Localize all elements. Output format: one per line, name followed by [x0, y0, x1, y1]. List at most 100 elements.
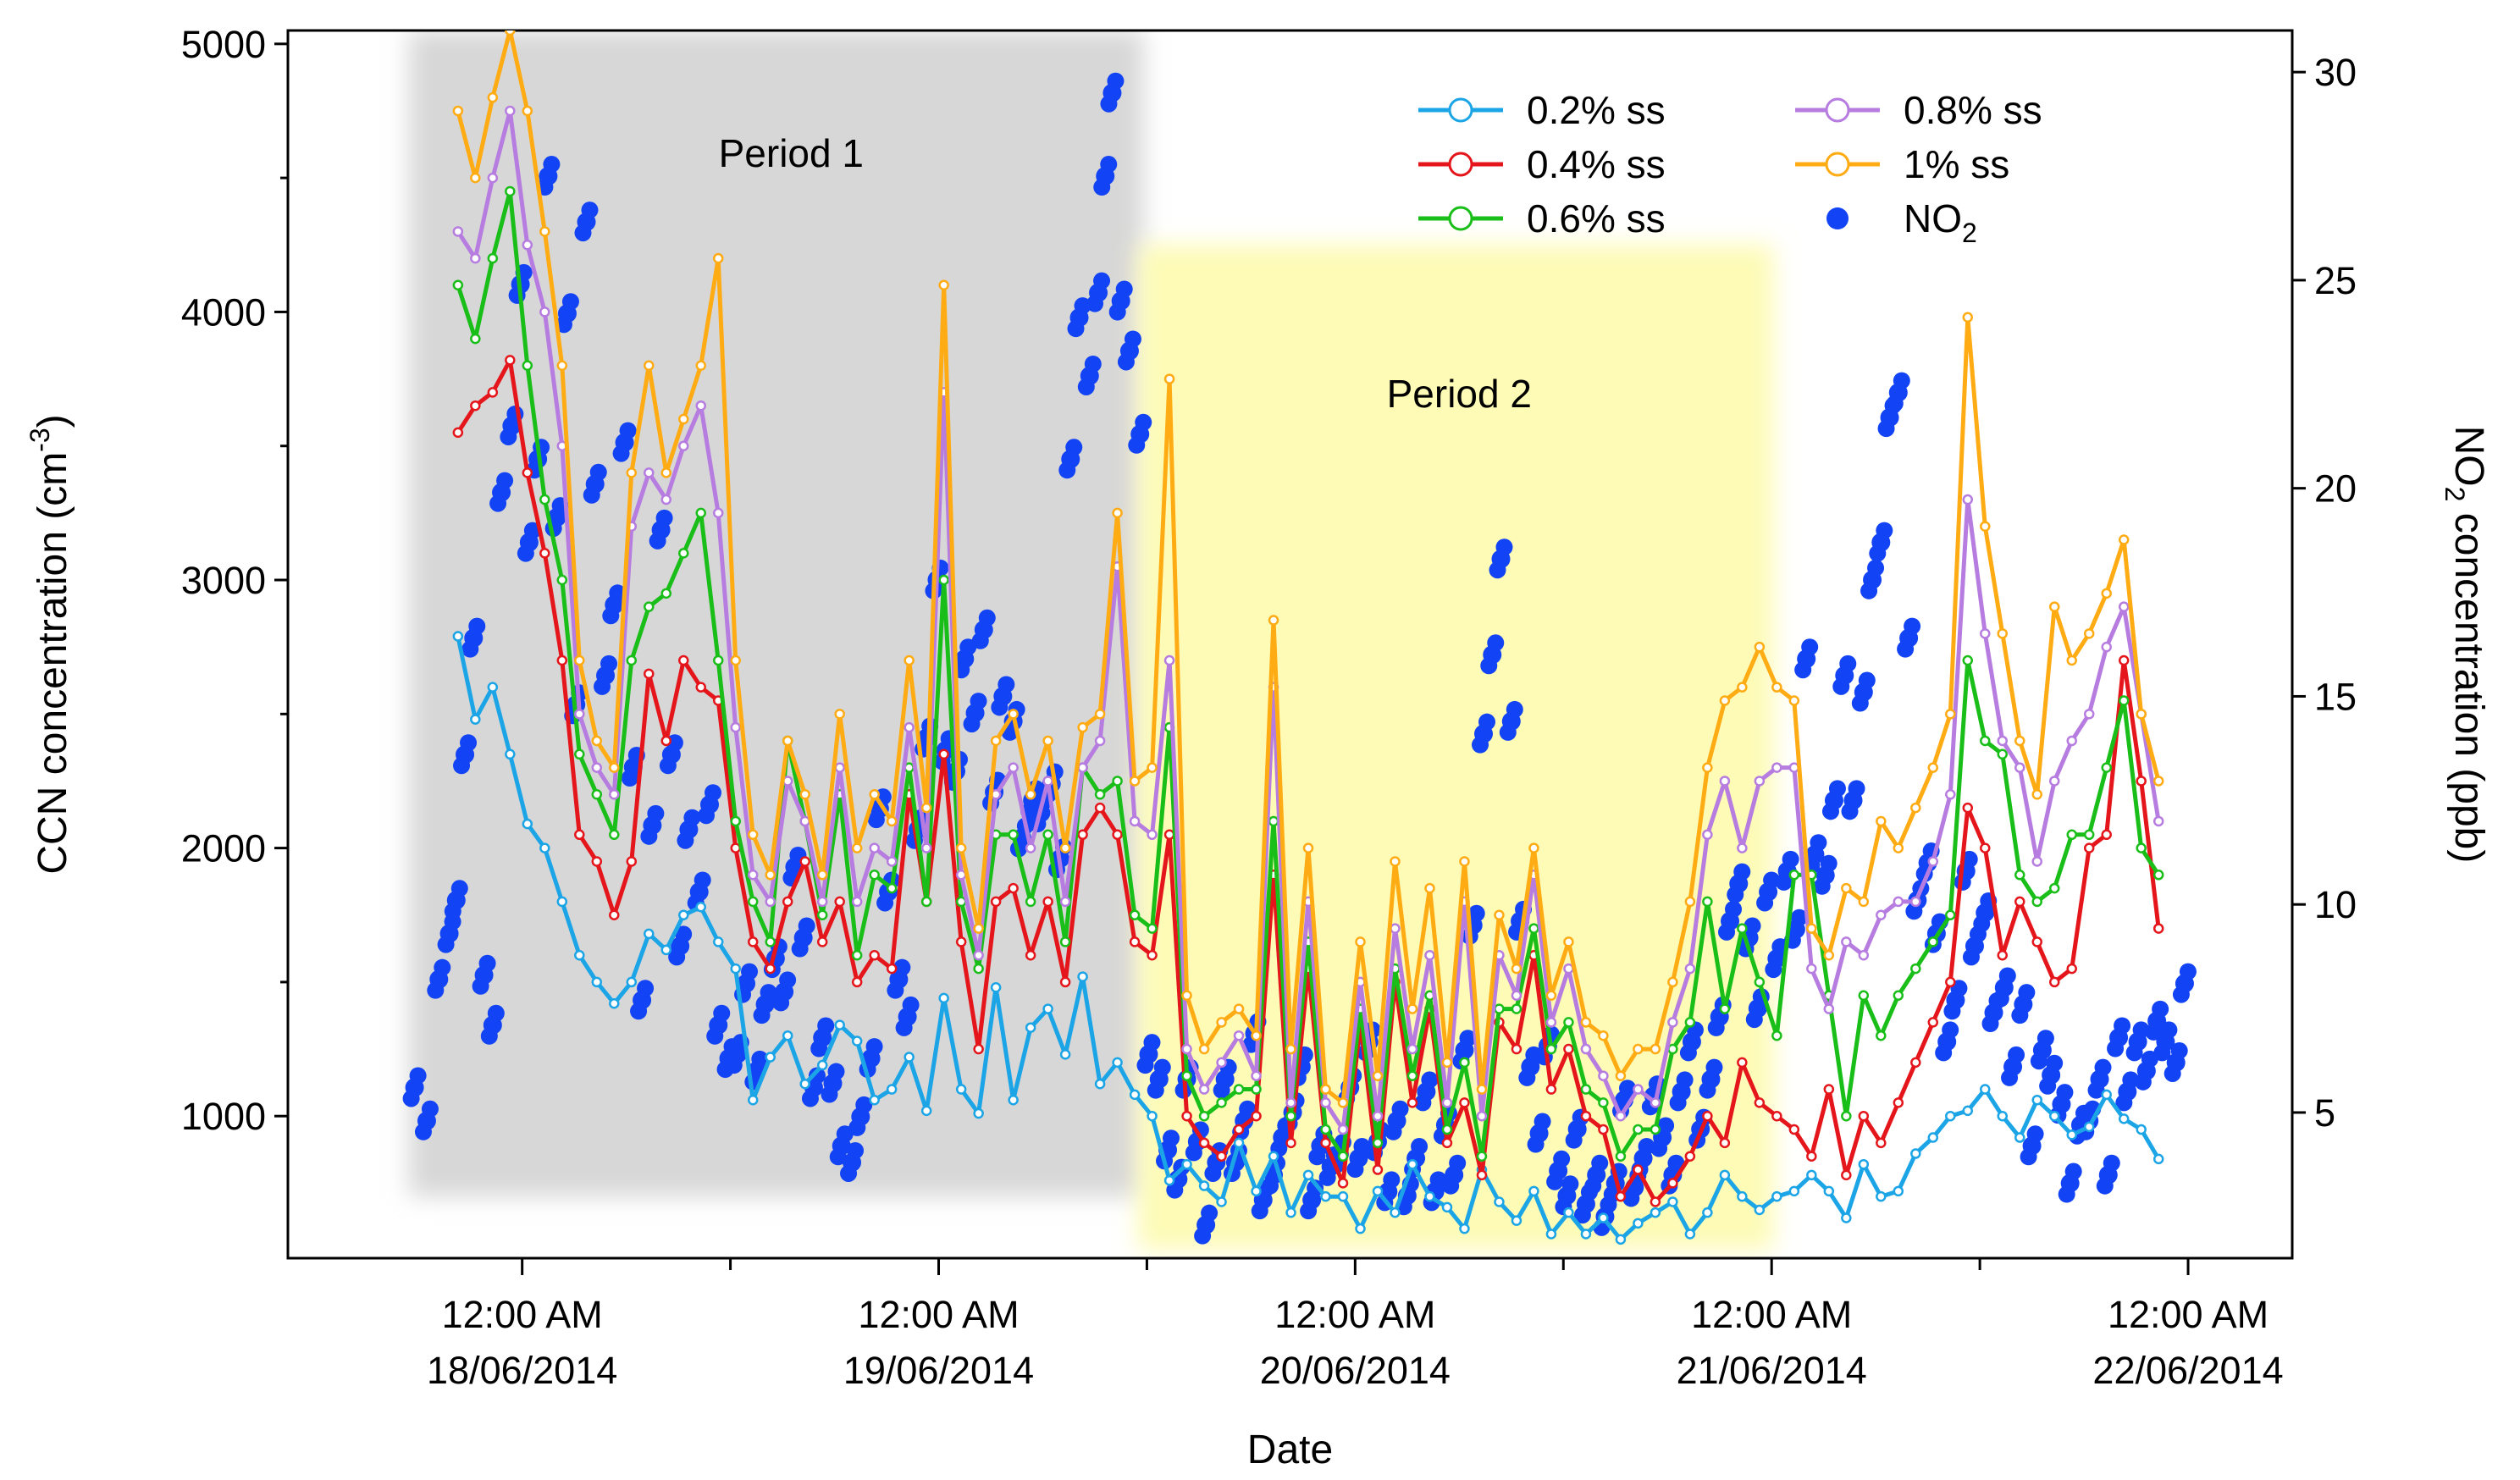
- no2-point: [1877, 420, 1895, 438]
- no2-point: [855, 1096, 873, 1113]
- series-point: [1858, 1110, 1870, 1122]
- no2-point: [991, 699, 1009, 716]
- no2-point: [1650, 1140, 1668, 1157]
- no2-point: [791, 940, 809, 958]
- no2-point: [1459, 1030, 1477, 1047]
- series-point: [1771, 1110, 1782, 1122]
- no2-point: [2001, 1069, 2019, 1086]
- series-point: [2014, 762, 2025, 773]
- series-point: [1459, 1057, 1470, 1069]
- no2-point: [1201, 1204, 1219, 1222]
- series-point: [1545, 1084, 1557, 1095]
- legend: 0.2% ss 0.4% ss 0.6% ss 0.8% ss 1% ss NO2: [1418, 88, 2042, 248]
- series-point: [1372, 1110, 1384, 1122]
- series-point: [1997, 1110, 2009, 1122]
- no2-point: [1981, 1015, 1999, 1032]
- no2-point: [677, 831, 694, 849]
- series-point: [2048, 1110, 2060, 1122]
- series-point: [886, 963, 898, 975]
- series-point: [1945, 976, 1956, 988]
- series-point: [851, 896, 863, 908]
- series-point: [799, 815, 810, 827]
- series-point: [1858, 990, 1870, 1001]
- series-point: [2014, 870, 2025, 881]
- no2-point: [1262, 1177, 1279, 1195]
- series-point: [1997, 748, 2009, 760]
- series-point: [1633, 1218, 1644, 1229]
- series-point: [1059, 976, 1071, 988]
- no2-point: [713, 1004, 731, 1022]
- series-point: [747, 896, 759, 908]
- series-point: [1059, 842, 1071, 853]
- series-point: [869, 789, 880, 800]
- series-point: [1251, 1030, 1262, 1041]
- no2-point: [619, 422, 637, 439]
- no2-point: [1421, 1071, 1439, 1089]
- no2-point: [1251, 1202, 1268, 1220]
- series-point: [556, 654, 568, 666]
- series-point: [1788, 870, 1800, 881]
- y-right-label-text: NO: [2446, 426, 2491, 487]
- series-point: [765, 936, 776, 947]
- series-point: [2118, 654, 2130, 666]
- series-point: [730, 721, 741, 733]
- series-point: [1876, 1190, 1887, 1202]
- series-point: [1094, 735, 1106, 747]
- series-point: [695, 360, 706, 371]
- no2-point: [760, 984, 777, 1002]
- no2-point: [675, 925, 693, 943]
- no2-point: [489, 494, 507, 512]
- series-point: [886, 815, 898, 827]
- no2-point: [694, 871, 711, 889]
- no2-point: [706, 1027, 724, 1045]
- legend-swatch-marker: [1825, 152, 1850, 177]
- no2-point: [1876, 522, 1893, 539]
- no2-point: [437, 936, 455, 953]
- series-point: [574, 748, 585, 760]
- legend-swatch-marker: [1448, 97, 1473, 123]
- series-point: [1008, 709, 1019, 720]
- series-point: [1216, 1097, 1227, 1108]
- series-point: [1025, 949, 1036, 961]
- series-point: [851, 976, 863, 988]
- series-point: [609, 789, 620, 800]
- series-point: [1580, 1110, 1592, 1122]
- no2-point: [1546, 1173, 1564, 1190]
- series-point: [1077, 721, 1088, 733]
- series-point: [1476, 1151, 1488, 1162]
- series-point: [1702, 896, 1713, 908]
- series-point: [2083, 829, 2095, 841]
- series-point: [452, 279, 464, 291]
- series-point: [1251, 1084, 1262, 1095]
- series-point: [1927, 762, 1939, 773]
- no2-point: [827, 1063, 845, 1080]
- series-point: [470, 252, 481, 264]
- no2-point: [1782, 850, 1799, 868]
- series-point: [1719, 695, 1731, 706]
- x-tick-label-date: 18/06/2014: [427, 1349, 617, 1392]
- no2-point: [1810, 834, 1827, 852]
- series-point: [556, 360, 568, 371]
- no2-point: [1084, 355, 1102, 373]
- no2-point: [2115, 1094, 2133, 1112]
- series-point: [591, 856, 603, 867]
- no2-point: [1308, 1148, 1326, 1166]
- no2-point: [1679, 1044, 1697, 1062]
- no2-point: [978, 609, 996, 627]
- no2-point: [2011, 1007, 2029, 1024]
- series-point: [487, 682, 499, 693]
- x-tick-label-time: 12:00 AM: [1691, 1293, 1852, 1336]
- series-point: [1094, 802, 1106, 814]
- series-point: [1945, 1110, 1956, 1122]
- series-point: [452, 105, 464, 117]
- series-point: [1511, 1215, 1522, 1226]
- series-point: [1684, 963, 1696, 975]
- series-point: [1216, 1151, 1227, 1162]
- series-point: [1459, 1097, 1470, 1108]
- series-point: [487, 91, 499, 103]
- series-point: [2118, 695, 2130, 706]
- series-point: [1997, 735, 2009, 747]
- y-right-tick-label: 15: [2314, 675, 2357, 718]
- no2-point: [1115, 280, 1133, 298]
- no2-point: [659, 757, 677, 775]
